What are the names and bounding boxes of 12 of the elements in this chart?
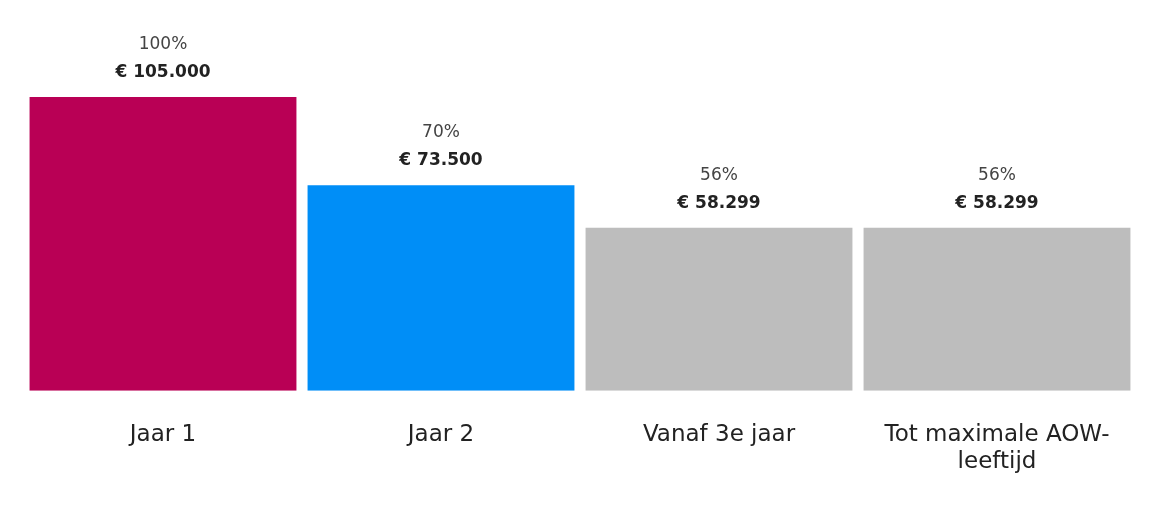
annotation: 56% — [978, 163, 1016, 184]
x-tick-label: Vanaf 3e jaar — [642, 419, 796, 446]
x-tick-label: Tot maximale AOW-leeftijd — [883, 419, 1110, 474]
annotation: 100% — [138, 33, 188, 53]
data-label: € 58.299 — [676, 191, 761, 212]
data-label: € 105.000 — [114, 61, 211, 81]
x-tick-label: Jaar 1 — [127, 419, 197, 446]
data-label: € 58.299 — [954, 191, 1039, 212]
annotation: 56% — [700, 163, 738, 184]
annotation: 70% — [422, 121, 460, 142]
data-label: € 73.500 — [398, 149, 483, 170]
x-tick-label: Jaar 2 — [405, 419, 475, 446]
